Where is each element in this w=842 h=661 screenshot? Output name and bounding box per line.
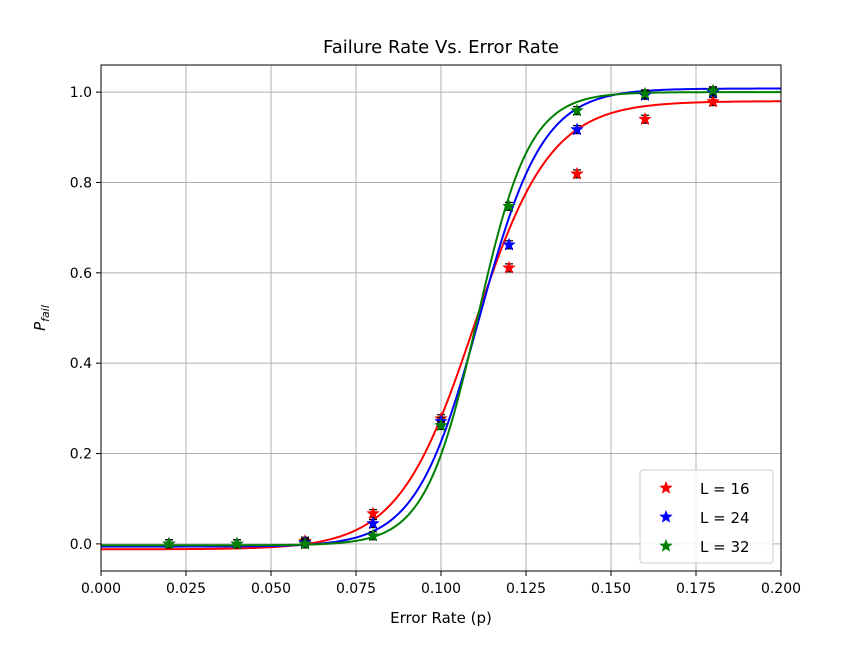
y-tick-label: 0.0 (70, 537, 92, 553)
y-tick-label: 1.0 (70, 85, 92, 101)
fit-curve-2 (101, 87, 781, 548)
legend-label: L = 24 (700, 509, 750, 527)
data-point-star (230, 536, 244, 550)
y-tick-label: 0.2 (70, 447, 92, 463)
y-axis-label: Pfail (31, 305, 52, 331)
x-tick-label: 0.150 (591, 581, 631, 597)
x-tick-label: 0.125 (506, 581, 546, 597)
x-tick-label: 0.000 (81, 581, 121, 597)
x-tick-label: 0.175 (676, 581, 716, 597)
legend-marker (659, 480, 673, 494)
data-point-star (570, 166, 584, 180)
axis-ticks: 0.000 0.025 0.050 0.075 0.100 0.125 0.150 0.175… (70, 85, 801, 597)
x-tick-label: 0.075 (336, 581, 376, 597)
y-axis-label-main: P (31, 321, 49, 331)
y-tick-label: 0.8 (70, 175, 92, 191)
y-tick-label: 0.4 (70, 356, 92, 372)
y-axis-label-sub: fail (39, 305, 52, 322)
legend-marker (659, 509, 673, 523)
data-point-star (366, 516, 380, 530)
data-point-star (706, 83, 720, 97)
legend-box (639, 469, 774, 564)
data-markers (162, 83, 720, 550)
x-axis-label: Error Rate (p) (390, 609, 492, 627)
data-point-star (638, 111, 652, 126)
legend-label: L = 16 (700, 480, 750, 498)
x-tick-label: 0.025 (166, 581, 206, 597)
legend-marker (659, 538, 673, 552)
data-point-star (434, 418, 448, 432)
chart-title: Failure Rate Vs. Error Rate (323, 37, 559, 58)
data-point-star (706, 94, 720, 108)
x-tick-label: 0.200 (761, 581, 801, 597)
data-point-star (366, 528, 380, 542)
data-point-star (570, 122, 584, 136)
data-point-star (638, 86, 652, 100)
grid (100, 65, 782, 571)
data-point-star (162, 536, 176, 550)
data-point-star (502, 237, 516, 251)
data-point-star (298, 536, 312, 550)
fit-curve-3 (101, 91, 781, 547)
legend-label: L = 32 (700, 538, 750, 556)
data-point-star (502, 199, 516, 213)
y-tick-label: 0.6 (70, 266, 92, 282)
x-tick-label: 0.050 (251, 581, 291, 597)
data-point-star (502, 260, 516, 274)
legend: L = 16 L = 24 L = 32 (639, 469, 774, 564)
data-point-star (570, 103, 584, 117)
x-tick-label: 0.100 (421, 581, 461, 597)
